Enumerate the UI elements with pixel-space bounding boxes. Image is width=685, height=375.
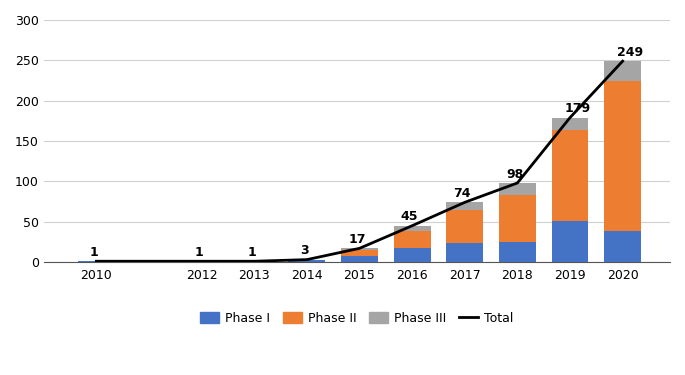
Bar (183, 261, 220, 262)
Text: 1: 1 (195, 246, 203, 259)
Text: 1: 1 (89, 246, 98, 259)
Bar (394, 231, 431, 248)
Bar (604, 81, 641, 231)
Text: 179: 179 (565, 102, 591, 115)
Bar (288, 260, 325, 262)
Bar (551, 130, 588, 221)
Bar (551, 118, 588, 130)
Text: 17: 17 (348, 233, 366, 246)
Legend: Phase I, Phase II, Phase III, Total: Phase I, Phase II, Phase III, Total (195, 307, 519, 330)
Bar (341, 250, 378, 256)
Text: 1: 1 (247, 246, 256, 259)
Text: 74: 74 (453, 187, 471, 200)
Bar (499, 183, 536, 195)
Bar (394, 248, 431, 262)
Bar (341, 248, 378, 250)
Bar (78, 261, 115, 262)
Bar (604, 61, 641, 81)
Bar (394, 226, 431, 231)
Bar (499, 242, 536, 262)
Text: 98: 98 (506, 168, 523, 180)
Bar (499, 195, 536, 242)
Bar (447, 243, 483, 262)
Bar (604, 231, 641, 262)
Bar (341, 256, 378, 262)
Bar (447, 210, 483, 243)
Text: 249: 249 (617, 46, 644, 59)
Text: 3: 3 (300, 244, 308, 257)
Text: 45: 45 (401, 210, 419, 224)
Bar (551, 221, 588, 262)
Bar (447, 202, 483, 210)
Bar (236, 261, 273, 262)
